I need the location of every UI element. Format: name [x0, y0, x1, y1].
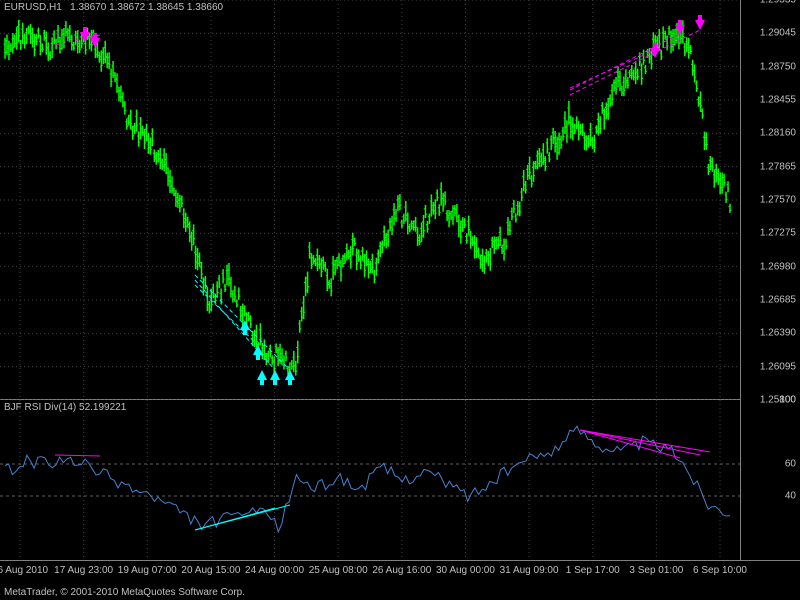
- y-axis-indicator: 1006040: [740, 400, 800, 560]
- x-tick-label: 31 Aug 09:00: [500, 565, 559, 576]
- x-tick-label: 3 Sep 01:00: [629, 565, 683, 576]
- ind-y-label: 100: [779, 395, 796, 406]
- x-tick-label: 20 Aug 15:00: [181, 565, 240, 576]
- x-tick-label: 1 Sep 17:00: [566, 565, 620, 576]
- ind-y-label: 60: [785, 459, 796, 470]
- y-axis-price: 1.29335 1.29045 1.28750 1.28455 1.28160 1.278…: [740, 0, 800, 400]
- chart-header: EURUSD,H1 1.38670 1.38672 1.38645 1.3866…: [4, 2, 223, 13]
- y-tick-label: 1.26095: [760, 361, 796, 372]
- x-tick-label: 25 Aug 08:00: [309, 565, 368, 576]
- x-tick-label: 16 Aug 2010: [0, 565, 48, 576]
- x-tick-label: 26 Aug 16:00: [372, 565, 431, 576]
- y-tick-label: 1.26685: [760, 295, 796, 306]
- y-tick-label: 1.27570: [760, 195, 796, 206]
- indicator-chart: BJF RSI Div(14) 52.199221: [0, 400, 740, 560]
- symbol-label: EURUSD,H1: [4, 2, 62, 13]
- y-tick-label: 1.28750: [760, 61, 796, 72]
- x-tick-label: 19 Aug 07:00: [118, 565, 177, 576]
- price-chart: EURUSD,H1 1.38670 1.38672 1.38645 1.3866…: [0, 0, 740, 400]
- y-tick-label: 1.27865: [760, 161, 796, 172]
- y-tick-label: 1.28160: [760, 128, 796, 139]
- indicator-svg: [0, 400, 740, 560]
- y-tick-label: 1.29335: [760, 0, 796, 6]
- y-tick-label: 1.26980: [760, 261, 796, 272]
- y-tick-label: 1.26390: [760, 328, 796, 339]
- indicator-label: BJF RSI Div(14) 52.199221: [4, 402, 126, 413]
- ohlc-values: 1.38670 1.38672 1.38645 1.38660: [70, 2, 223, 13]
- x-tick-label: 24 Aug 00:00: [245, 565, 304, 576]
- y-tick-label: 1.28455: [760, 95, 796, 106]
- copyright-text: MetaTrader, © 2001-2010 MetaQuotes Softw…: [4, 587, 245, 598]
- ind-y-label: 40: [785, 491, 796, 502]
- x-tick-label: 17 Aug 23:00: [54, 565, 113, 576]
- x-tick-label: 6 Sep 10:00: [693, 565, 747, 576]
- y-tick-label: 1.27275: [760, 228, 796, 239]
- y-tick-label: 1.29045: [760, 28, 796, 39]
- x-tick-label: 30 Aug 00:00: [436, 565, 495, 576]
- x-axis-time: MetaTrader, © 2001-2010 MetaQuotes Softw…: [0, 560, 800, 600]
- price-svg: [0, 0, 740, 400]
